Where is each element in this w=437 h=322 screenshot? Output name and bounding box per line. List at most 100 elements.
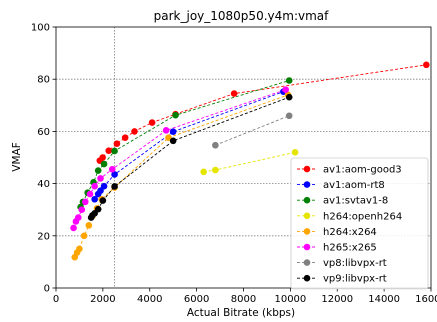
legend-item: h265:x265 (297, 243, 377, 254)
data-point (423, 61, 430, 69)
chart-title: park_joy_1080p50.y4m:vmaf (154, 9, 329, 23)
data-point (285, 93, 293, 101)
legend-item: h264:openh264 (297, 211, 402, 222)
x-tick-label: 16000 (415, 294, 437, 305)
legend-item: h264:x264 (297, 227, 377, 238)
data-point (94, 205, 102, 213)
legend: av1:aom-good3 av1:aom-rt8 av1:svtav1-8 h264… (290, 157, 429, 290)
x-tick-label: 12000 (321, 294, 353, 305)
plot-area-frame (55, 26, 432, 289)
series-av1-aom-rt8 (91, 88, 287, 203)
legend-label: h265:x265 (323, 243, 377, 254)
y-tick-label: 80 (37, 75, 50, 86)
data-point (85, 222, 93, 229)
legend-label: av1:svtav1-8 (323, 196, 388, 207)
data-point (113, 140, 121, 147)
data-point (105, 147, 113, 155)
legend-label: av1:aom-rt8 (323, 180, 385, 191)
legend-item: av1:aom-good3 (297, 165, 402, 176)
series-layer (70, 61, 430, 261)
x-tick-label: 2000 (90, 294, 115, 305)
x-tick-label: 0 (53, 294, 59, 305)
legend-marker (303, 165, 311, 173)
data-point (99, 154, 106, 161)
legend-label: vp9:libvpx-rt (323, 274, 387, 285)
data-point (121, 134, 129, 141)
data-point (100, 182, 108, 190)
legend-label: av1:aom-good3 (323, 165, 402, 176)
data-point (94, 167, 102, 174)
series-vp9-libvpx-rt (87, 93, 293, 221)
data-point (99, 197, 107, 204)
y-axis-label: VMAF (11, 142, 23, 171)
data-point (70, 224, 77, 232)
legend-marker (303, 181, 311, 188)
legend-item: vp9:libvpx-rt (297, 274, 387, 285)
x-tick-label: 6000 (184, 294, 209, 305)
legend-marker (303, 228, 311, 235)
x-tick-label: 10000 (274, 294, 306, 305)
data-point (76, 245, 83, 253)
data-point (78, 206, 86, 213)
data-point (169, 137, 177, 145)
legend-marker (303, 259, 311, 266)
x-tick-label: 14000 (368, 294, 400, 305)
data-point (111, 171, 118, 178)
series-vp8-libvpx-rt (212, 112, 293, 149)
data-point (81, 198, 89, 206)
legend-marker (303, 243, 311, 251)
data-point (111, 147, 118, 155)
legend-item: vp8:libvpx-rt (297, 258, 387, 269)
series-av1-aom-good3 (96, 61, 430, 164)
data-point (148, 119, 156, 126)
data-point (282, 86, 289, 93)
data-point (162, 127, 170, 134)
x-tick-label: 8000 (231, 294, 256, 305)
series-line (74, 94, 289, 258)
data-point (165, 134, 172, 141)
legend-label: vp8:libvpx-rt (323, 258, 387, 269)
data-point (172, 111, 179, 119)
series-line (215, 115, 290, 146)
series-line (90, 96, 290, 218)
data-point (111, 183, 118, 190)
data-point (212, 166, 219, 174)
y-tick-label: 0 (44, 284, 50, 295)
data-point (200, 168, 207, 176)
data-point (230, 90, 238, 97)
data-point (291, 148, 299, 156)
data-point (285, 112, 293, 120)
legend-label: h264:openh264 (323, 211, 402, 222)
series-h264-openh264 (200, 148, 299, 176)
legend-box (290, 157, 429, 290)
legend-label: h264:x264 (323, 227, 377, 238)
y-tick-label: 60 (37, 127, 50, 138)
y-tick-label: 100 (31, 23, 50, 34)
y-tick-label: 40 (37, 179, 50, 190)
data-point (131, 128, 138, 135)
data-point (285, 77, 293, 84)
data-point (91, 195, 98, 203)
data-point (97, 175, 104, 182)
x-tick-label: 4000 (137, 294, 162, 305)
axis-ticks: 0 2000 4000 6000 8000 10000 12000 14000 16000 0 20… (31, 23, 437, 306)
legend-item: av1:aom-rt8 (297, 180, 385, 191)
data-point (169, 128, 177, 135)
legend-marker (303, 274, 311, 282)
series-av1-svtav1-8 (77, 77, 293, 211)
series-h265-x265 (70, 86, 289, 232)
y-tick-label: 20 (37, 231, 50, 242)
data-point (86, 190, 94, 198)
data-point (97, 187, 104, 194)
legend-item: av1:svtav1-8 (297, 196, 388, 207)
legend-marker (303, 196, 311, 204)
series-line (99, 64, 427, 161)
x-axis-label: Actual Bitrate (kbps) (187, 307, 295, 319)
series-h264-x264 (71, 91, 292, 261)
data-point (100, 160, 108, 168)
data-point (91, 182, 98, 190)
series-line (94, 91, 284, 200)
data-point (74, 214, 82, 221)
data-point (212, 141, 219, 149)
